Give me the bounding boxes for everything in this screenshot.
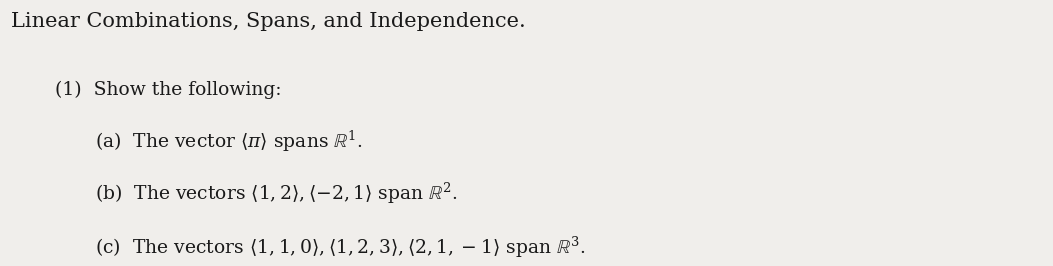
Text: Linear Combinations, Spans, and Independence.: Linear Combinations, Spans, and Independ… [11,12,525,31]
Text: (c)  The vectors $\langle 1,1,0\rangle, \langle 1,2,3\rangle, \langle 2,1,-1\ran: (c) The vectors $\langle 1,1,0\rangle, \… [95,235,585,260]
Text: (1)  Show the following:: (1) Show the following: [55,81,281,99]
Text: (b)  The vectors $\langle 1,2\rangle, \langle{-2},1\rangle$ span $\mathbb{R}^2$.: (b) The vectors $\langle 1,2\rangle, \la… [95,181,458,206]
Text: (a)  The vector $\langle\pi\rangle$ spans $\mathbb{R}^1$.: (a) The vector $\langle\pi\rangle$ spans… [95,129,362,154]
